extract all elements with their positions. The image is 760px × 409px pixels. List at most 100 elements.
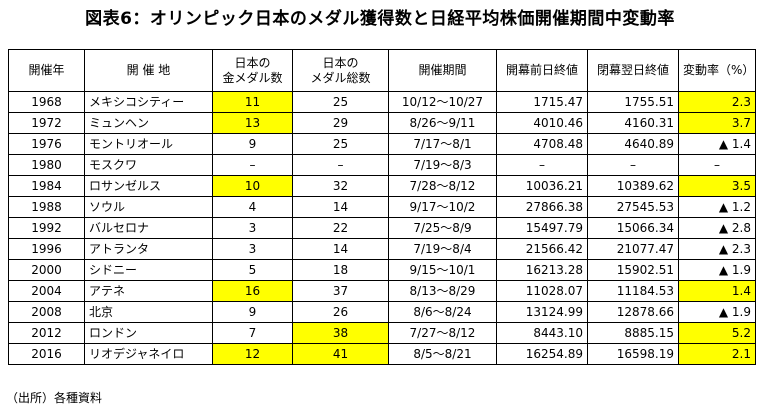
cell-gold: 3 (212, 217, 293, 239)
cell-city: バルセロナ (84, 217, 213, 239)
cell-close-close: 1755.51 (587, 91, 679, 113)
header-city: 開 催 地 (84, 49, 213, 92)
cell-city: モスクワ (84, 154, 213, 176)
table-row: 2012 ロンドン 7 38 7/27～8/12 8443.10 8885.15 5.2 (8, 322, 756, 344)
cell-city: ミュンヘン (84, 112, 213, 134)
cell-close-close: 27545.53 (587, 196, 679, 218)
cell-change: 2.3 (678, 91, 756, 113)
cell-total: 22 (292, 217, 389, 239)
cell-city: 北京 (84, 301, 213, 323)
cell-total: 18 (292, 259, 389, 281)
cell-total: 25 (292, 91, 389, 113)
cell-total: 41 (292, 343, 389, 365)
cell-open-close: 4708.48 (496, 133, 588, 155)
cell-year: 2004 (8, 280, 85, 302)
cell-period: 9/17～10/2 (388, 196, 497, 218)
cell-change: 2.1 (678, 343, 756, 365)
cell-change: ▲ 1.4 (678, 133, 756, 155)
cell-year: 2012 (8, 322, 85, 344)
cell-close-close: – (587, 154, 679, 176)
cell-total: – (292, 154, 389, 176)
cell-year: 1980 (8, 154, 85, 176)
cell-close-close: 15902.51 (587, 259, 679, 281)
cell-close-close: 15066.34 (587, 217, 679, 239)
cell-city: ソウル (84, 196, 213, 218)
cell-total: 38 (292, 322, 389, 344)
cell-close-close: 8885.15 (587, 322, 679, 344)
table-row: 2008 北京 9 26 8/6～8/24 13124.99 12878.66 ▲ 1.9 (8, 301, 756, 323)
cell-gold: 10 (212, 175, 293, 197)
header-open-close: 開幕前日終値 (496, 49, 588, 92)
cell-year: 2000 (8, 259, 85, 281)
cell-change: 3.5 (678, 175, 756, 197)
cell-change: ▲ 2.3 (678, 238, 756, 260)
cell-gold: 3 (212, 238, 293, 260)
cell-change: ▲ 1.9 (678, 259, 756, 281)
table-row: 1996 アトランタ 3 14 7/19～8/4 21566.42 21077.47 ▲ 2.… (8, 238, 756, 260)
cell-total: 14 (292, 238, 389, 260)
cell-gold: 7 (212, 322, 293, 344)
cell-open-close: 15497.79 (496, 217, 588, 239)
header-year: 開催年 (8, 49, 85, 92)
cell-city: アトランタ (84, 238, 213, 260)
cell-close-close: 4640.89 (587, 133, 679, 155)
cell-period: 8/13～8/29 (388, 280, 497, 302)
cell-change: 3.7 (678, 112, 756, 134)
table-row: 1992 バルセロナ 3 22 7/25～8/9 15497.79 15066.34 ▲ 2.… (8, 217, 756, 239)
cell-open-close: 21566.42 (496, 238, 588, 260)
cell-period: 7/27～8/12 (388, 322, 497, 344)
cell-open-close: 8443.10 (496, 322, 588, 344)
cell-close-close: 12878.66 (587, 301, 679, 323)
cell-city: メキシコシティー (84, 91, 213, 113)
header-gold: 日本の 金メダル数 (212, 49, 293, 92)
cell-open-close: 10036.21 (496, 175, 588, 197)
cell-year: 1996 (8, 238, 85, 260)
cell-total: 25 (292, 133, 389, 155)
cell-total: 32 (292, 175, 389, 197)
table-row: 1976 モントリオール 9 25 7/17～8/1 4708.48 4640.89 ▲ 1.… (8, 133, 756, 155)
cell-gold: – (212, 154, 293, 176)
header-total: 日本の メダル総数 (292, 49, 389, 92)
cell-change: ▲ 2.8 (678, 217, 756, 239)
cell-period: 7/19～8/3 (388, 154, 497, 176)
cell-open-close: 11028.07 (496, 280, 588, 302)
document-title: 図表6：オリンピック日本のメダル獲得数と日経平均株価開催期間中変動率 (85, 9, 675, 29)
header-period: 開催期間 (388, 49, 497, 92)
header-row: 開催年 開 催 地 日本の 金メダル数 日本の メダル総数 開催期間 開幕前日終… (8, 49, 756, 92)
header-gold-line2: 金メダル数 (222, 70, 283, 85)
cell-period: 8/6～8/24 (388, 301, 497, 323)
cell-open-close: 1715.47 (496, 91, 588, 113)
cell-open-close: – (496, 154, 588, 176)
cell-gold: 9 (212, 301, 293, 323)
table-row: 2004 アテネ 16 37 8/13～8/29 11028.07 11184.53 1.4 (8, 280, 756, 302)
cell-year: 1988 (8, 196, 85, 218)
source-note: （出所）各種資料 (6, 391, 103, 405)
cell-city: アテネ (84, 280, 213, 302)
cell-period: 10/12～10/27 (388, 91, 497, 113)
cell-change: – (678, 154, 756, 176)
header-gold-line1: 日本の (234, 55, 271, 70)
cell-gold: 4 (212, 196, 293, 218)
cell-total: 37 (292, 280, 389, 302)
cell-city: リオデジャネイロ (84, 343, 213, 365)
cell-gold: 11 (212, 91, 293, 113)
cell-city: モントリオール (84, 133, 213, 155)
table-row: 2016 リオデジャネイロ 12 41 8/5～8/21 16254.89 16598.19… (8, 343, 756, 365)
cell-total: 26 (292, 301, 389, 323)
cell-period: 7/19～8/4 (388, 238, 497, 260)
table-row: 1988 ソウル 4 14 9/17～10/2 27866.38 27545.53 ▲ 1.2 (8, 196, 756, 218)
table-body: 開催年 開 催 地 日本の 金メダル数 日本の メダル総数 開催期間 開幕前日終… (8, 49, 756, 365)
table-row: 1984 ロサンゼルス 10 32 7/28～8/12 10036.21 10389.62 3… (8, 175, 756, 197)
cell-open-close: 27866.38 (496, 196, 588, 218)
cell-open-close: 4010.46 (496, 112, 588, 134)
cell-gold: 9 (212, 133, 293, 155)
cell-year: 1984 (8, 175, 85, 197)
cell-period: 7/28～8/12 (388, 175, 497, 197)
cell-period: 8/26～9/11 (388, 112, 497, 134)
cell-close-close: 11184.53 (587, 280, 679, 302)
cell-year: 1976 (8, 133, 85, 155)
cell-period: 7/17～8/1 (388, 133, 497, 155)
cell-year: 1992 (8, 217, 85, 239)
cell-city: シドニー (84, 259, 213, 281)
header-change: 変動率（%） (678, 49, 756, 92)
